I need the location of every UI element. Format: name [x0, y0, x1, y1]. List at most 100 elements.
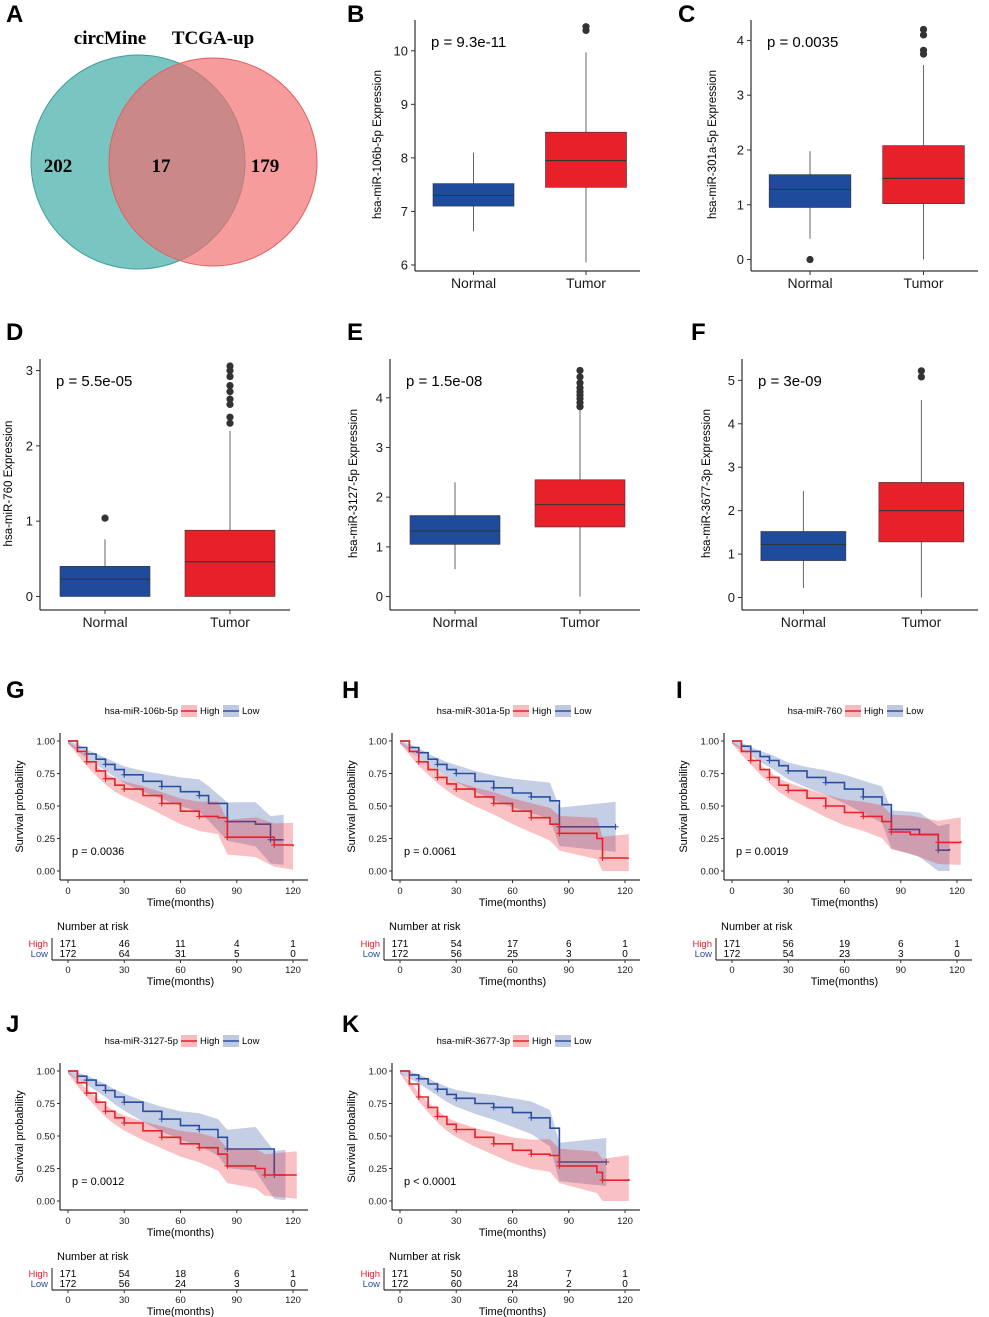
legend-high-label: High — [864, 706, 884, 717]
panel-e: E 0 1 2 3 4 hsa-miR-3127-5p Expression p = 1.5e… — [347, 319, 640, 630]
y-axis-title: hsa-miR-3127-5p Expression — [348, 409, 360, 558]
risk-table-title: Number at risk — [389, 921, 461, 933]
high-survival-curve — [400, 740, 629, 859]
risk-count-high: 54 — [451, 939, 463, 950]
low-survival-curve — [68, 740, 284, 841]
y-tick-label: 4 — [728, 416, 735, 431]
km-y-tick-label: 1.00 — [701, 737, 720, 748]
box-tumor — [878, 367, 965, 598]
panel-label: F — [691, 319, 706, 346]
km-y-tick-label: 0.50 — [369, 1132, 388, 1143]
risk-x-tick-label: 120 — [285, 1295, 301, 1306]
y-axis-title: hsa-miR-760 Expression — [3, 421, 15, 547]
box-iqr — [760, 531, 847, 561]
box-iqr — [545, 131, 627, 188]
panel-label: I — [676, 677, 683, 704]
y-axis-title: hsa-miR-301a-5p Expression — [707, 70, 719, 219]
km-y-tick-label: 0.25 — [369, 834, 388, 845]
risk-count-low: 172 — [60, 1279, 77, 1290]
outlier-point — [226, 381, 234, 390]
low-ci-band — [400, 741, 616, 852]
km-x-tick-label: 120 — [285, 886, 301, 897]
km-x-tick-label: 120 — [617, 1216, 633, 1227]
risk-x-tick-label: 60 — [175, 1295, 186, 1306]
y-tick-label: 2 — [728, 503, 735, 518]
risk-count-high: 18 — [175, 1269, 187, 1280]
box-iqr — [409, 515, 501, 545]
panel-b: B 6 7 8 9 10 hsa-miR-106b-5p Expression p = 9.3… — [347, 1, 640, 291]
outlier-point — [576, 384, 584, 392]
x-category-label: Tumor — [566, 275, 606, 291]
risk-count-low: 25 — [507, 949, 519, 960]
km-x-tick-label: 0 — [397, 886, 402, 897]
high-survival-curve — [732, 740, 962, 844]
legend-high-label: High — [200, 706, 220, 717]
km-y-tick-label: 0.00 — [369, 867, 388, 878]
risk-count-low: 3 — [566, 949, 572, 960]
box-tumor — [184, 362, 276, 597]
risk-table-title: Number at risk — [721, 921, 793, 933]
km-y-tick-label: 0.75 — [369, 769, 388, 780]
legend-low-label: Low — [574, 1036, 592, 1047]
high-survival-curve — [400, 1070, 630, 1181]
y-axis-title: hsa-miR-3677-3p Expression — [701, 409, 713, 558]
km-y-tick-label: 1.00 — [369, 1067, 388, 1078]
risk-x-tick-label: 90 — [231, 965, 242, 976]
venn-count-overlap: 17 — [152, 156, 172, 177]
high-ci-band — [400, 1071, 629, 1201]
km-y-axis-title: Survival probability — [346, 760, 358, 853]
y-tick-label: 0 — [728, 590, 735, 605]
km-x-tick-label: 30 — [119, 1216, 130, 1227]
box-normal — [432, 152, 515, 232]
km-y-tick-label: 0.00 — [369, 1197, 388, 1208]
km-x-tick-label: 90 — [895, 886, 906, 897]
km-p-value: p = 0.0036 — [72, 846, 124, 858]
risk-x-axis-title: Time(months) — [147, 976, 214, 988]
risk-count-low: 60 — [451, 1279, 463, 1290]
risk-table-title: Number at risk — [389, 1251, 461, 1263]
y-tick-label: 1 — [728, 547, 735, 562]
high-survival-curve — [68, 1070, 297, 1176]
outlier-point — [919, 25, 928, 34]
y-tick-label: 3 — [737, 88, 744, 103]
risk-table-title: Number at risk — [57, 921, 129, 933]
km-y-tick-label: 0.00 — [701, 867, 720, 878]
km-x-tick-label: 30 — [451, 1216, 462, 1227]
km-x-axis-title: Time(months) — [479, 897, 546, 909]
box-tumor — [545, 23, 627, 263]
risk-x-tick-label: 90 — [231, 1295, 242, 1306]
y-tick-label: 6 — [401, 258, 408, 273]
legend-high-label: High — [532, 1036, 552, 1047]
risk-count-low: 31 — [175, 949, 187, 960]
legend-gene-title: hsa-miR-3677-3p — [437, 1036, 510, 1047]
risk-x-tick-label: 60 — [507, 965, 518, 976]
outlier-point — [226, 400, 234, 409]
km-y-tick-label: 1.00 — [369, 737, 388, 748]
risk-group-high: High — [28, 1269, 48, 1280]
outlier-point — [226, 372, 234, 381]
km-y-tick-label: 0.25 — [701, 834, 720, 845]
km-legend: hsa-miR-3127-5p High Low — [105, 1035, 260, 1047]
p-value: p = 1.5e-08 — [406, 373, 482, 390]
km-p-value: p < 0.0001 — [404, 1176, 456, 1188]
km-p-value: p = 0.0019 — [736, 846, 788, 858]
panel-label: G — [6, 677, 25, 704]
panel-label: H — [342, 677, 359, 704]
risk-table-title: Number at risk — [57, 1251, 129, 1263]
km-y-tick-label: 0.75 — [37, 1099, 56, 1110]
legend-gene-title: hsa-miR-760 — [788, 706, 842, 717]
risk-count-low: 56 — [119, 1279, 131, 1290]
risk-count-low: 172 — [392, 949, 409, 960]
low-ci-band — [732, 741, 950, 871]
outlier-point — [226, 419, 234, 427]
km-legend: hsa-miR-106b-5p High Low — [105, 705, 260, 717]
panel-d: D 0 1 2 3 hsa-miR-760 Expression p = 5.5e-05 No… — [3, 319, 290, 630]
risk-count-high: 19 — [839, 939, 851, 950]
km-y-tick-label: 0.75 — [701, 769, 720, 780]
y-tick-label: 1 — [376, 539, 383, 554]
risk-group-low: Low — [31, 949, 49, 960]
risk-x-tick-label: 120 — [285, 965, 301, 976]
panel-label: D — [6, 319, 23, 346]
